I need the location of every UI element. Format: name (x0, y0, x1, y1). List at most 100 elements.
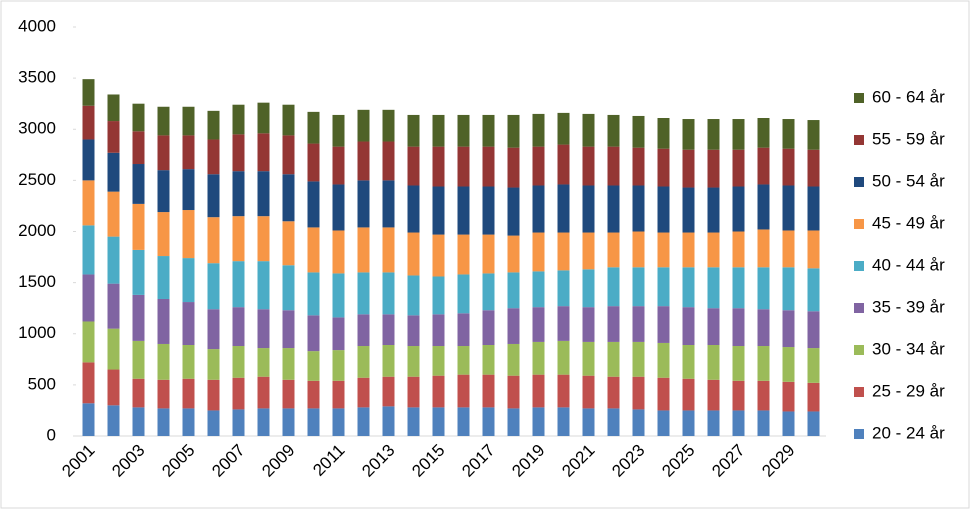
bar-segment (307, 315, 320, 352)
bar-segment (707, 410, 720, 436)
bar-segment (432, 276, 445, 315)
legend-swatch (854, 93, 864, 103)
bar-segment (457, 374, 470, 408)
bar-segment (582, 375, 595, 409)
bar-segment (757, 267, 770, 310)
bar-segment (507, 408, 520, 436)
bar-segment (707, 379, 720, 411)
bar-segment (657, 186, 670, 233)
bar-segment (157, 212, 170, 257)
bar-segment (607, 408, 620, 436)
bar-segment (707, 308, 720, 345)
bar-segment (732, 231, 745, 268)
bar-segment (232, 171, 245, 217)
bar-segment (532, 374, 545, 408)
legend-swatch (854, 429, 864, 439)
bar-segment (182, 135, 195, 170)
bar-segment (107, 236, 120, 284)
bar-segment (732, 346, 745, 381)
bar-segment (757, 147, 770, 185)
legend-label: 45 - 49 år (872, 213, 945, 232)
bar-segment (582, 307, 595, 342)
bar-segment (757, 184, 770, 230)
legend-swatch (854, 135, 864, 145)
bar-segment (307, 181, 320, 228)
bar-segment (157, 379, 170, 409)
bar-segment (132, 164, 145, 204)
bar-segment (257, 309, 270, 349)
bar-segment (657, 377, 670, 411)
bar-segment (707, 119, 720, 150)
bar-segment (82, 362, 95, 404)
bar-segment (182, 169, 195, 211)
bar-segment (207, 410, 220, 436)
bar-segment (482, 407, 495, 436)
bar-segment (357, 227, 370, 273)
bar-segment (782, 185, 795, 231)
bar-segment (482, 146, 495, 187)
bar-segment (332, 317, 345, 351)
bar-segment (182, 408, 195, 436)
bar-segment (682, 232, 695, 268)
bar-segment (657, 306, 670, 343)
bar-segment (107, 328, 120, 370)
bar-segment (532, 113, 545, 147)
bar-segment (332, 146, 345, 185)
bar-segment (157, 343, 170, 380)
bar-segment (782, 148, 795, 186)
bar-segment (607, 341, 620, 377)
bar-segment (657, 232, 670, 268)
bar-segment (732, 380, 745, 411)
bar-segment (132, 340, 145, 379)
bar-segment (257, 261, 270, 310)
bar-segment (807, 348, 820, 383)
bar-segment (582, 232, 595, 270)
bar-segment (807, 120, 820, 150)
bar-segment (432, 314, 445, 347)
bar-segment (157, 135, 170, 171)
bar-segment (532, 407, 545, 436)
bar-segment (607, 114, 620, 147)
bar-segment (657, 410, 670, 436)
bar-segment (382, 141, 395, 181)
bar-segment (257, 376, 270, 409)
legend-label: 35 - 39 år (872, 297, 945, 316)
bar-segment (307, 111, 320, 144)
bar-segment (357, 109, 370, 142)
bar-segment (557, 184, 570, 233)
legend-swatch (854, 261, 864, 271)
bar-segment (632, 306, 645, 342)
bar-segment (382, 314, 395, 345)
bar-segment (82, 139, 95, 181)
bar-segment (107, 152, 120, 192)
bar-segment (232, 307, 245, 347)
bar-segment (382, 406, 395, 436)
bar-segment (132, 294, 145, 341)
bar-segment (532, 232, 545, 272)
bar-segment (782, 381, 795, 412)
bar-segment (782, 411, 795, 436)
bar-segment (532, 307, 545, 342)
bar-segment (707, 187, 720, 233)
legend-label: 50 - 54 år (872, 171, 945, 190)
bar-segment (307, 272, 320, 316)
bar-segment (107, 369, 120, 406)
bar-segment (82, 180, 95, 226)
bar-segment (382, 272, 395, 315)
bar-segment (557, 374, 570, 408)
bar-segment (182, 378, 195, 409)
bar-segment (482, 344, 495, 375)
bar-segment (132, 249, 145, 295)
bar-segment (582, 146, 595, 186)
bar-segment (607, 306, 620, 342)
bar-segment (607, 232, 620, 268)
bar-segment (382, 227, 395, 273)
y-tick-label: 0 (47, 425, 56, 444)
bar-segment (732, 149, 745, 187)
bar-segment (457, 234, 470, 275)
bar-segment (632, 185, 645, 232)
bar-segment (407, 232, 420, 276)
bar-segment (457, 407, 470, 436)
bar-segment (307, 408, 320, 436)
